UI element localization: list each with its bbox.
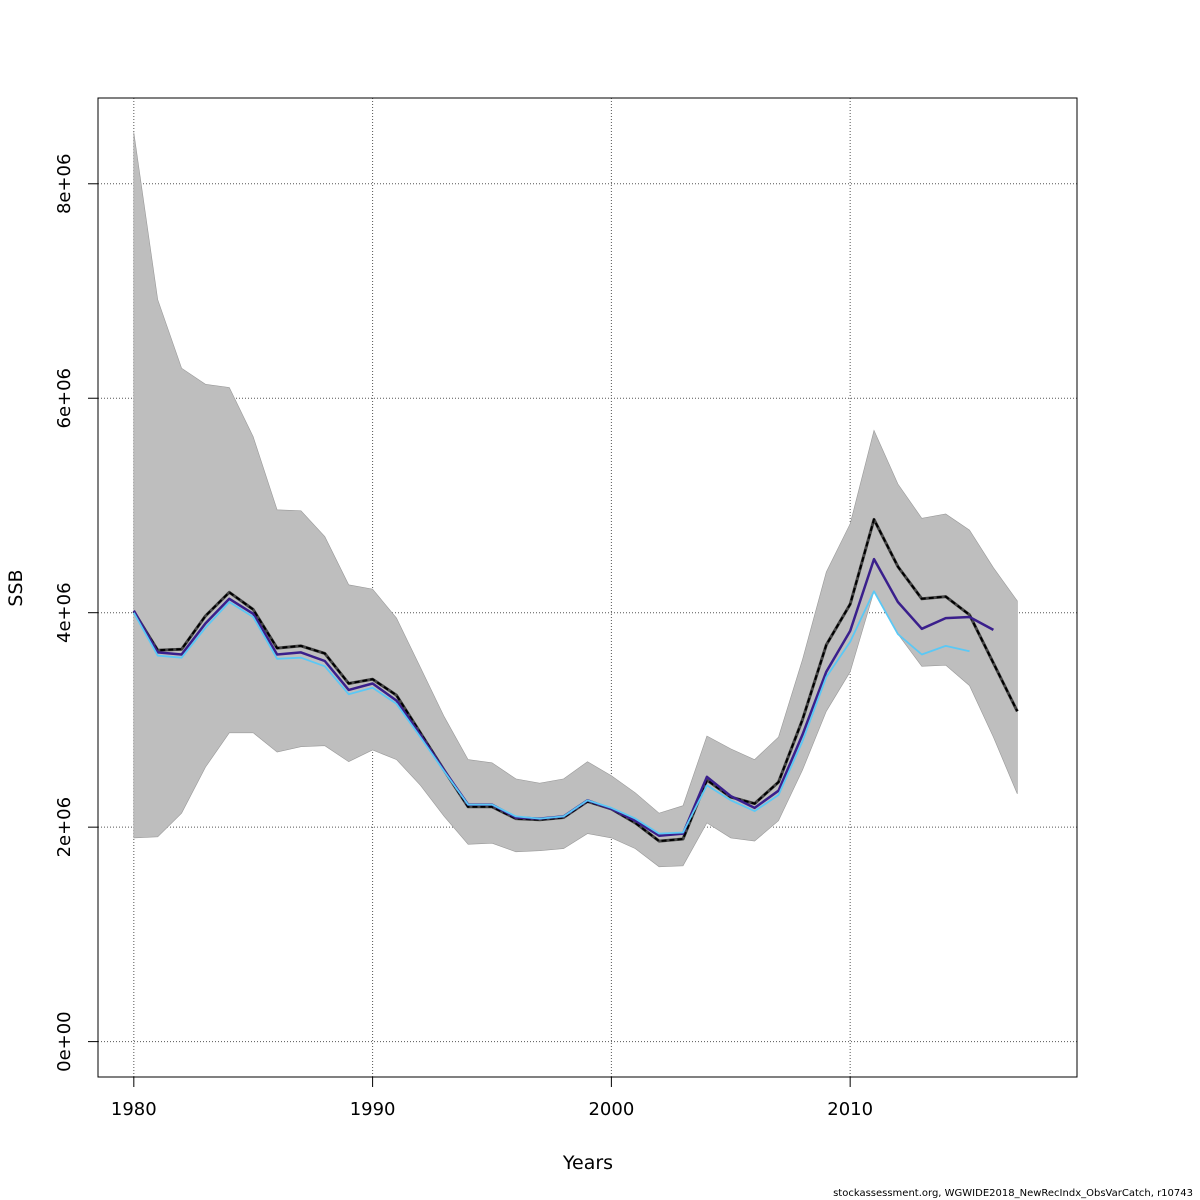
series-lines — [132, 517, 1019, 843]
x-tick-label-3: 2010 — [827, 1099, 873, 1120]
y-tick-label-2: 4e+06 — [54, 582, 75, 643]
x-tick-label-1: 1990 — [350, 1099, 396, 1120]
x-axis: 1980 1990 2000 2010 — [111, 1077, 873, 1120]
plot-frame — [97, 97, 1078, 1078]
y-tick-label-3: 6e+06 — [54, 368, 75, 429]
y-axis: 0e+00 2e+06 4e+06 6e+06 8e+06 — [54, 154, 98, 1072]
y-axis-title: SSB — [5, 569, 27, 606]
footer-credit: stockassessment.org, WGWIDE2018_NewRecIn… — [833, 1188, 1193, 1199]
y-tick-label-4: 8e+06 — [54, 154, 75, 215]
x-tick-label-2: 2000 — [588, 1099, 634, 1120]
x-tick-label-0: 1980 — [111, 1099, 157, 1120]
confidence-band-area — [133, 132, 1018, 868]
confidence-band — [133, 132, 1018, 868]
x-axis-title: Years — [562, 1152, 613, 1174]
y-tick-label-1: 2e+06 — [54, 797, 75, 858]
y-tick-label-0: 0e+00 — [54, 1011, 75, 1072]
series-2-line — [133, 590, 970, 835]
